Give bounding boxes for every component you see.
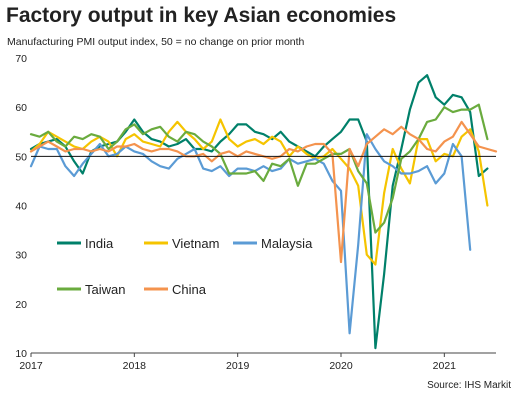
chart-subtitle: Manufacturing PMI output index, 50 = no …: [7, 36, 305, 48]
x-tick-label: 2018: [123, 360, 147, 372]
y-tick-label: 30: [15, 250, 27, 262]
y-tick-label: 60: [15, 102, 27, 114]
axes: 10 20 30 40 50 60 70 2017 2018 2019 2020 2021: [15, 53, 496, 372]
legend-label: Taiwan: [85, 282, 125, 297]
y-tick-label: 70: [15, 53, 27, 65]
y-tick-label: 10: [15, 348, 27, 360]
y-tick-label: 40: [15, 201, 27, 213]
chart-title: Factory output in key Asian economies: [6, 4, 397, 27]
legend-label: India: [85, 236, 114, 251]
y-tick-label: 20: [15, 299, 27, 311]
legend-entry-china: China: [144, 282, 207, 297]
legend: India Vietnam Malaysia Taiwan China: [57, 236, 313, 297]
source-note: Source: IHS Markit: [427, 380, 511, 391]
legend-entry-india: India: [57, 236, 114, 251]
legend-label: Malaysia: [261, 236, 313, 251]
legend-label: China: [172, 282, 207, 297]
x-tick-label: 2020: [329, 360, 353, 372]
x-tick-label: 2017: [19, 360, 43, 372]
legend-entry-malaysia: Malaysia: [233, 236, 313, 251]
x-tick-label: 2019: [226, 360, 250, 372]
legend-label: Vietnam: [172, 236, 219, 251]
series-lines: [29, 74, 498, 350]
y-tick-label: 50: [15, 151, 27, 163]
legend-entry-vietnam: Vietnam: [144, 236, 219, 251]
series-line-vietnam: [29, 118, 489, 266]
legend-entry-taiwan: Taiwan: [57, 282, 125, 297]
series-line-malaysia: [29, 133, 472, 335]
series-line-india: [29, 74, 489, 350]
series-line-taiwan: [29, 103, 489, 234]
x-tick-label: 2021: [433, 360, 457, 372]
